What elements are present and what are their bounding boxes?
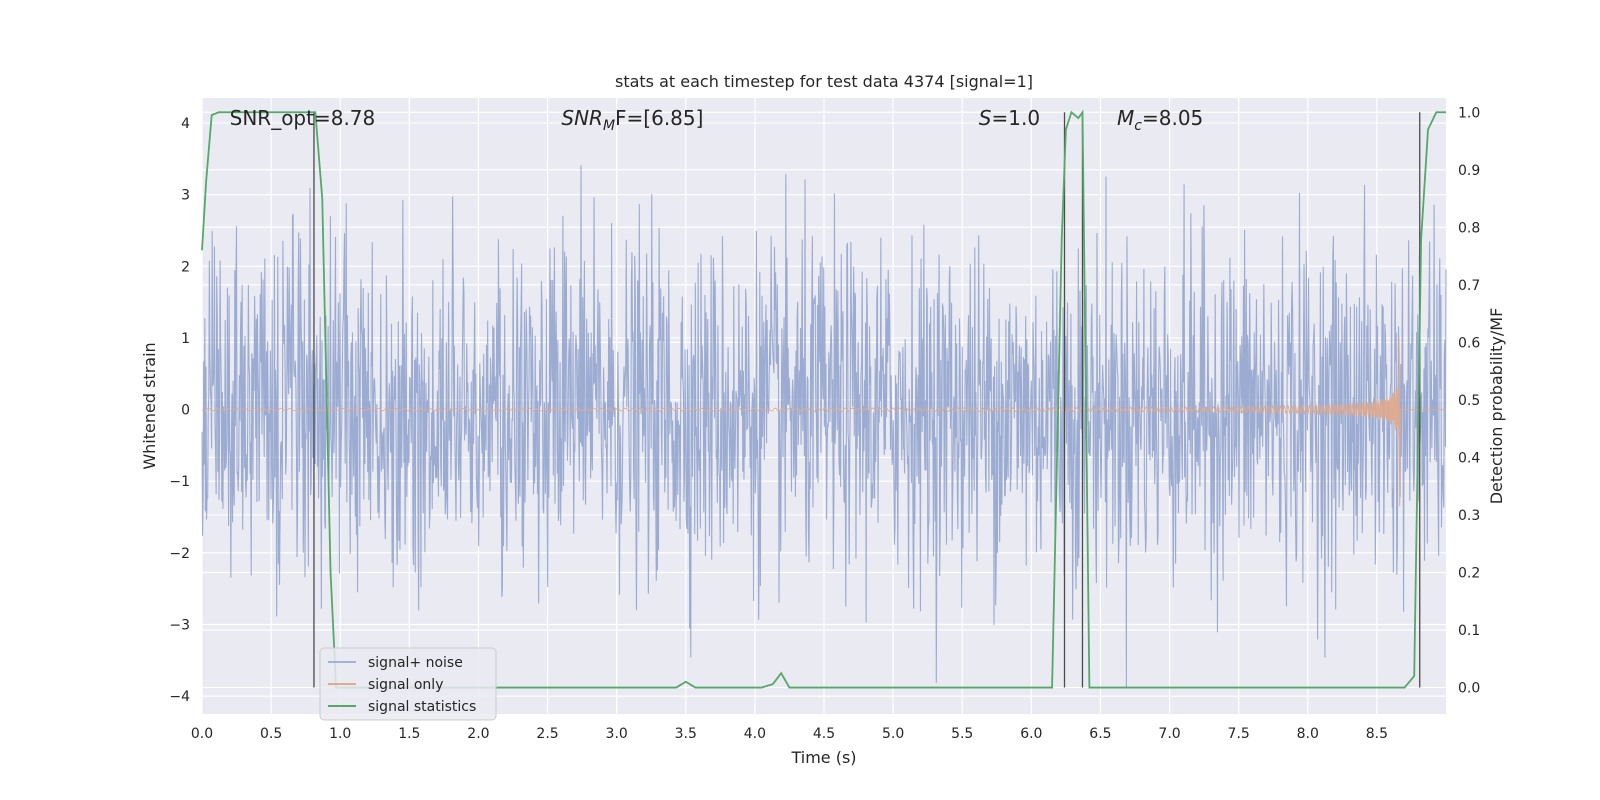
x-tick-label: 7.0 bbox=[1158, 726, 1180, 742]
signal-noise-series bbox=[201, 165, 1447, 689]
y2-tick-label: 0.7 bbox=[1458, 278, 1480, 294]
annotations: SNR_opt=8.78 SNRMF=[6.85] S=1.0 Mc=8.05 bbox=[230, 106, 1204, 134]
y-tick-label: 4 bbox=[181, 116, 190, 132]
detection-lines bbox=[313, 112, 1421, 688]
y-tick-label: −2 bbox=[169, 546, 190, 562]
signal-statistics-series bbox=[201, 109, 1446, 689]
y2-tick-labels: 1.0 0.9 0.8 0.7 0.6 0.5 0.4 0.3 0.2 0.1 0.0 bbox=[1458, 105, 1480, 696]
y-tick-label: 0 bbox=[181, 403, 190, 419]
annotation-main: M bbox=[1117, 106, 1134, 130]
annotation-main: SNR bbox=[561, 106, 603, 130]
signal-only-series bbox=[201, 337, 1446, 507]
y2-tick-label: 0.3 bbox=[1458, 508, 1480, 524]
x-tick-label: 2.0 bbox=[467, 726, 489, 742]
annotation-rest: F=[6.85] bbox=[615, 106, 703, 130]
x-tick-label: 7.5 bbox=[1228, 726, 1250, 742]
y2-tick-label: 0.5 bbox=[1458, 393, 1480, 409]
y-tick-label: 2 bbox=[181, 259, 190, 275]
x-tick-label: 5.0 bbox=[882, 726, 904, 742]
x-tick-label: 0.5 bbox=[260, 726, 282, 742]
signal-noise-line bbox=[201, 165, 1447, 689]
y2-tick-label: 0.9 bbox=[1458, 163, 1480, 179]
annotation: SNRMF=[6.85] bbox=[561, 106, 703, 134]
x-tick-label: 1.5 bbox=[398, 726, 420, 742]
x-tick-label: 2.5 bbox=[536, 726, 558, 742]
annotation-main: SNR_opt=8.78 bbox=[230, 106, 376, 130]
y2-tick-label: 0.6 bbox=[1458, 335, 1480, 351]
y2-tick-label: 0.2 bbox=[1458, 565, 1480, 581]
y2-tick-label: 0.4 bbox=[1458, 450, 1480, 466]
x-tick-label: 4.0 bbox=[744, 726, 766, 742]
annotation-main: S bbox=[979, 106, 992, 130]
legend-box bbox=[319, 647, 497, 721]
chart-title: stats at each timestep for test data 437… bbox=[615, 72, 1033, 91]
annotation-sub: c bbox=[1134, 118, 1142, 134]
x-tick-label: 4.5 bbox=[813, 726, 835, 742]
x-tick-labels: 0.0 0.5 1.0 1.5 2.0 2.5 3.0 3.5 4.0 4.5 5.0 5.5 6.0 6… bbox=[191, 726, 1388, 742]
legend-label: signal+ noise bbox=[368, 655, 463, 671]
annotation-rest: =1.0 bbox=[992, 106, 1041, 130]
y2-tick-label: 0.8 bbox=[1458, 220, 1480, 236]
x-axis-label: Time (s) bbox=[790, 748, 856, 767]
y-tick-label: 3 bbox=[181, 188, 190, 204]
y2-tick-label: 1.0 bbox=[1458, 105, 1480, 121]
y-tick-label: −1 bbox=[169, 474, 190, 490]
x-tick-label: 5.5 bbox=[951, 726, 973, 742]
annotation-rest: =8.05 bbox=[1142, 106, 1203, 130]
annotation-sub: M bbox=[603, 118, 615, 134]
x-tick-label: 3.0 bbox=[606, 726, 628, 742]
y-tick-label: −3 bbox=[169, 617, 190, 633]
legend-label: signal statistics bbox=[368, 699, 476, 715]
x-tick-label: 3.5 bbox=[675, 726, 697, 742]
x-tick-label: 0.0 bbox=[191, 726, 213, 742]
legend-label: signal only bbox=[368, 677, 443, 693]
annotation: Mc=8.05 bbox=[1117, 106, 1203, 134]
x-tick-label: 6.5 bbox=[1089, 726, 1111, 742]
x-tick-label: 8.0 bbox=[1297, 726, 1319, 742]
y-tick-label: 1 bbox=[181, 331, 190, 347]
y-axis-label: Whitened strain bbox=[140, 342, 159, 469]
x-tick-label: 1.0 bbox=[329, 726, 351, 742]
y2-axis-label: Detection probability/MF bbox=[1487, 308, 1506, 505]
legend: signal+ noise signal only signal statistic… bbox=[319, 647, 497, 721]
x-tick-label: 8.5 bbox=[1366, 726, 1388, 742]
y-tick-labels: 4 3 2 1 0 −1 −2 −3 −4 bbox=[169, 116, 190, 705]
y2-tick-label: 0.0 bbox=[1458, 681, 1480, 697]
signal-only-line bbox=[201, 337, 1446, 507]
y-tick-label: −4 bbox=[169, 689, 190, 705]
annotation: SNR_opt=8.78 bbox=[230, 106, 376, 130]
x-tick-label: 6.0 bbox=[1020, 726, 1042, 742]
signal-statistics-line bbox=[201, 109, 1446, 689]
y2-tick-label: 0.1 bbox=[1458, 623, 1480, 639]
annotation: S=1.0 bbox=[979, 106, 1040, 130]
